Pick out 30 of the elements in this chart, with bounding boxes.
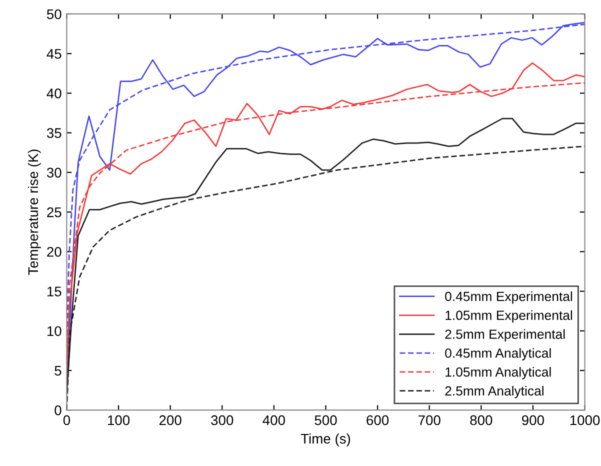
legend-label: 0.45mm Experimental: [445, 291, 572, 304]
x-tick-label: 1000: [570, 415, 600, 426]
y-tick-label: 10: [47, 326, 62, 336]
y-tick-label: 15: [47, 286, 62, 296]
x-tick-label: 700: [418, 415, 440, 426]
y-axis-title: Temperature rise (K): [28, 150, 41, 275]
x-tick-label: 500: [314, 415, 337, 426]
legend-label: 1.05mm Experimental: [446, 310, 572, 323]
y-tick-label: 35: [46, 128, 62, 138]
x-tick-label: 400: [262, 415, 285, 426]
x-tick-label: 300: [211, 415, 234, 426]
legend-label: 2.5mm Experimental: [445, 329, 565, 342]
y-tick-label: 50: [46, 9, 62, 20]
x-tick-label: 100: [108, 415, 130, 426]
x-axis-title: Time (s): [300, 433, 350, 446]
legend-label: 2.5mm Analytical: [445, 386, 544, 398]
y-tick-label: 0: [54, 405, 62, 416]
x-tick-label: 800: [470, 415, 492, 426]
x-tick-label: 600: [366, 415, 389, 426]
y-tick-label: 40: [46, 88, 62, 98]
x-tick-label: 900: [522, 415, 544, 426]
x-tick-label: 200: [159, 415, 182, 426]
y-tick-label: 20: [47, 246, 62, 257]
legend-label: 1.05mm Analytical: [446, 367, 551, 380]
x-tick-label: 0: [63, 415, 70, 426]
legend-label: 0.45mm Analytical: [445, 348, 551, 360]
y-tick-label: 45: [46, 49, 62, 59]
y-tick-label: 30: [46, 168, 62, 178]
y-tick-label: 5: [54, 366, 62, 376]
y-tick-label: 25: [47, 207, 62, 218]
